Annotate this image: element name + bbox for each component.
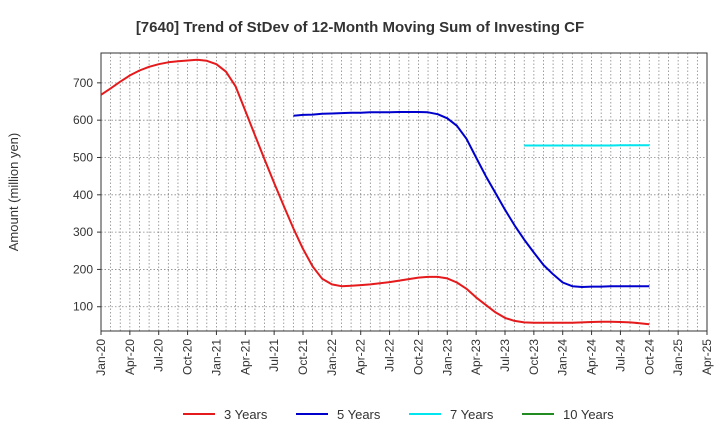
series-line-3-years [100,58,650,326]
y-axis: 100 200 300 400 500 600 700 [73,76,101,314]
x-tick-label: Jul-20 [152,339,166,372]
y-tick-label: 100 [73,300,93,314]
x-tick-label: Jul-21 [267,339,281,372]
grid [101,53,707,331]
x-tick-label: Apr-25 [700,339,714,375]
legend: 3 Years 5 Years 7 Years 10 Years [183,407,614,422]
x-tick-label: Apr-24 [585,339,599,375]
y-axis-label: Amount (million yen) [6,133,21,252]
x-tick-label: Apr-23 [469,339,483,375]
x-tick-label: Jan-22 [325,339,339,376]
x-tick-label: Oct-23 [527,339,541,375]
x-tick-label: Jul-23 [498,339,512,372]
series-lines [100,58,650,326]
x-tick-label: Jul-24 [613,339,627,372]
plot-area [100,52,708,332]
x-axis: Jan-20 Apr-20 Jul-20 Oct-20 Jan-21 Apr-21 Jul-… [94,331,714,376]
x-tick-label: Jul-22 [383,339,397,372]
series-line-5-years [293,111,650,288]
x-tick-label: Oct-22 [411,339,425,375]
y-tick-label: 500 [73,150,93,164]
x-tick-label: Jan-20 [94,339,108,376]
legend-label-10-years: 10 Years [563,407,614,422]
x-tick-label: Oct-24 [642,339,656,375]
legend-label-3-years: 3 Years [224,407,268,422]
x-tick-label: Jan-23 [440,339,454,376]
x-tick-label: Apr-20 [123,339,137,375]
x-tick-label: Jan-25 [671,339,685,376]
y-tick-label: 700 [73,76,93,90]
x-tick-label: Apr-21 [238,339,252,375]
chart-title: [7640] Trend of StDev of 12-Month Moving… [136,19,584,36]
x-tick-label: Jan-24 [556,339,570,376]
legend-label-7-years: 7 Years [450,407,494,422]
x-tick-label: Jan-21 [209,339,223,376]
y-tick-label: 600 [73,113,93,127]
y-tick-label: 300 [73,225,93,239]
legend-label-5-years: 5 Years [337,407,381,422]
x-tick-label: Oct-20 [181,339,195,375]
x-tick-label: Oct-21 [296,339,310,375]
y-tick-label: 400 [73,188,93,202]
x-tick-label: Apr-22 [354,339,368,375]
y-tick-label: 200 [73,262,93,276]
